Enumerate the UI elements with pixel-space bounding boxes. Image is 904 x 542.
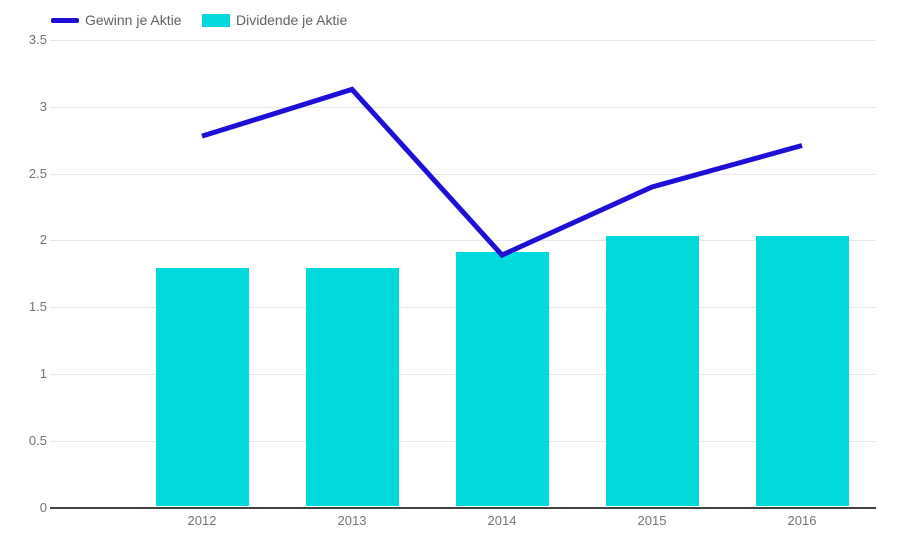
legend-label-dividende: Dividende je Aktie xyxy=(236,12,348,28)
bar-2013[interactable] xyxy=(305,268,399,506)
x-axis-label-2016: 2016 xyxy=(787,513,817,528)
y-axis-label: 0 xyxy=(39,499,47,515)
line-swatch-icon xyxy=(51,17,79,23)
y-axis-label: 2.5 xyxy=(28,165,47,181)
bar-swatch-icon xyxy=(202,13,230,27)
bar-2015[interactable] xyxy=(605,236,699,506)
legend-item-gewinn[interactable]: Gewinn je Aktie xyxy=(51,10,182,30)
x-axis-label-2014: 2014 xyxy=(487,513,517,528)
y-axis-label: 1.5 xyxy=(28,299,47,315)
bar-2016[interactable] xyxy=(755,236,849,506)
bar-2014[interactable] xyxy=(455,252,549,506)
legend-item-dividende[interactable]: Dividende je Aktie xyxy=(202,10,347,30)
gewinn-line[interactable] xyxy=(201,86,803,259)
x-axis-label-2012: 2012 xyxy=(187,513,217,528)
y-axis-label: 3 xyxy=(39,98,47,114)
x-axis-label-2015: 2015 xyxy=(637,513,667,528)
gridline-3.5 xyxy=(50,40,876,41)
y-axis-label: 0.5 xyxy=(28,432,47,448)
gridline-3 xyxy=(50,107,876,108)
y-axis-label: 2 xyxy=(39,232,47,248)
y-axis-label: 1 xyxy=(39,365,47,381)
gridline-2.5 xyxy=(50,174,876,175)
y-axis-label: 3.5 xyxy=(28,32,47,47)
gridline-2 xyxy=(50,240,876,241)
x-axis-baseline xyxy=(50,506,876,509)
bar-2012[interactable] xyxy=(155,268,249,506)
legend-label-gewinn: Gewinn je Aktie xyxy=(85,12,182,28)
x-axis-label-2013: 2013 xyxy=(337,513,367,528)
